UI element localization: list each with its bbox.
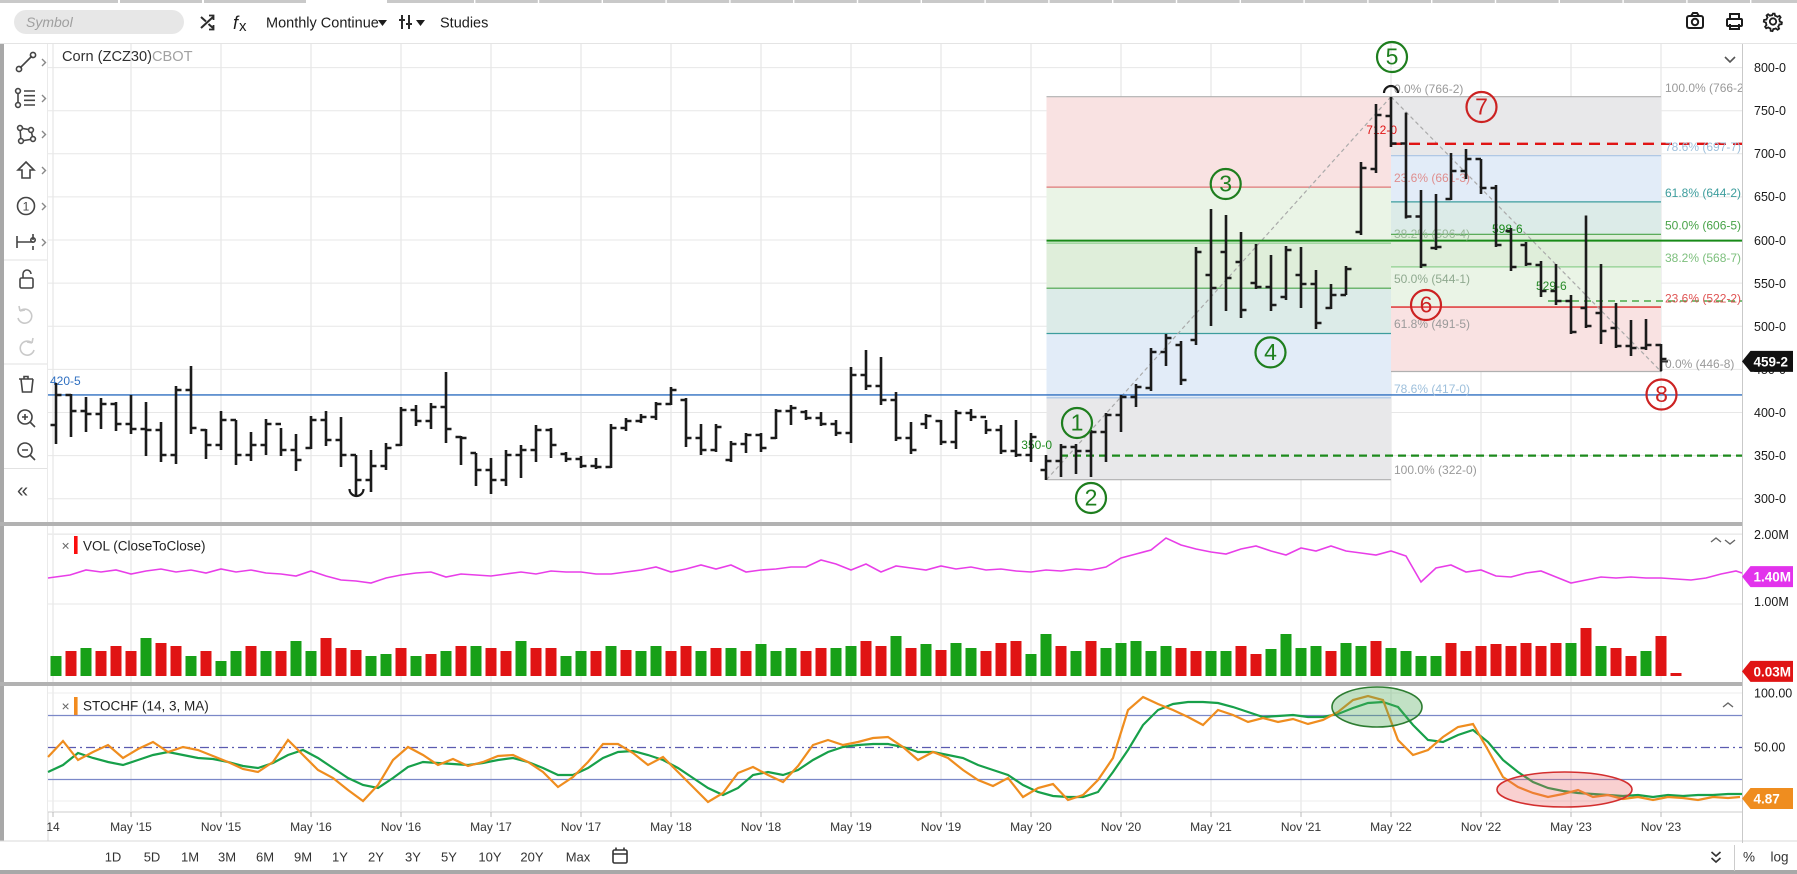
svg-text:Nov '20: Nov '20 bbox=[1101, 820, 1142, 834]
svg-text:700-0: 700-0 bbox=[1754, 147, 1786, 161]
svg-text:50.0% (544-1): 50.0% (544-1) bbox=[1394, 272, 1470, 286]
svg-text:log: log bbox=[1770, 850, 1788, 865]
svg-text:Max: Max bbox=[566, 850, 591, 865]
svg-text:May '16: May '16 bbox=[290, 820, 332, 834]
svg-text:350-0: 350-0 bbox=[1021, 438, 1052, 452]
svg-text:Nov '23: Nov '23 bbox=[1641, 820, 1682, 834]
svg-text:61.8% (491-5): 61.8% (491-5) bbox=[1394, 317, 1470, 331]
svg-text:550-0: 550-0 bbox=[1754, 277, 1786, 291]
svg-text:Monthly Continue: Monthly Continue bbox=[266, 16, 379, 32]
svg-text:Nov '21: Nov '21 bbox=[1281, 820, 1322, 834]
svg-text:%: % bbox=[1743, 850, 1755, 865]
svg-text:Nov '22: Nov '22 bbox=[1461, 820, 1502, 834]
svg-text:712-0: 712-0 bbox=[1366, 123, 1397, 137]
svg-text:May '19: May '19 bbox=[830, 820, 872, 834]
svg-text:9M: 9M bbox=[294, 850, 312, 865]
svg-text:61.8% (644-2): 61.8% (644-2) bbox=[1665, 186, 1741, 200]
svg-text:8: 8 bbox=[1655, 381, 1668, 407]
svg-text:1: 1 bbox=[1071, 410, 1084, 436]
svg-text:1D: 1D bbox=[105, 850, 122, 865]
svg-text:800-0: 800-0 bbox=[1754, 61, 1786, 75]
svg-text:0.0% (766-2): 0.0% (766-2) bbox=[1394, 82, 1463, 96]
svg-text:×: × bbox=[62, 538, 70, 554]
svg-text:5D: 5D bbox=[144, 850, 161, 865]
svg-text:×: × bbox=[62, 698, 70, 714]
svg-text:3: 3 bbox=[1219, 171, 1232, 197]
svg-text:Symbol: Symbol bbox=[26, 14, 74, 30]
svg-text:CBOT: CBOT bbox=[152, 49, 193, 65]
svg-text:6: 6 bbox=[1420, 292, 1433, 318]
svg-text:«: « bbox=[17, 480, 28, 502]
svg-text:750-0: 750-0 bbox=[1754, 104, 1786, 118]
svg-text:Nov '19: Nov '19 bbox=[921, 820, 962, 834]
svg-text:1.40M: 1.40M bbox=[1754, 570, 1792, 585]
svg-text:2: 2 bbox=[1085, 485, 1098, 511]
svg-text:38.2% (596-4): 38.2% (596-4) bbox=[1394, 227, 1470, 241]
svg-text:500-0: 500-0 bbox=[1754, 320, 1786, 334]
svg-text:1M: 1M bbox=[181, 850, 199, 865]
svg-text:May '21: May '21 bbox=[1190, 820, 1232, 834]
svg-text:50.00: 50.00 bbox=[1754, 741, 1785, 755]
svg-text:420-5: 420-5 bbox=[50, 374, 81, 388]
svg-text:4.87: 4.87 bbox=[1754, 792, 1780, 807]
svg-text:38.2% (568-7): 38.2% (568-7) bbox=[1665, 251, 1741, 265]
svg-text:Studies: Studies bbox=[440, 16, 488, 32]
svg-text:STOCHF (14, 3, MA): STOCHF (14, 3, MA) bbox=[83, 699, 209, 714]
svg-text:Nov '17: Nov '17 bbox=[561, 820, 602, 834]
svg-text:78.6% (697-7): 78.6% (697-7) bbox=[1665, 140, 1741, 154]
svg-text:598-6: 598-6 bbox=[1492, 222, 1523, 236]
svg-text:78.6% (417-0): 78.6% (417-0) bbox=[1394, 382, 1470, 396]
svg-text:50.0% (606-5): 50.0% (606-5) bbox=[1665, 219, 1741, 233]
svg-text:4: 4 bbox=[1264, 339, 1277, 365]
svg-text:1.00M: 1.00M bbox=[1754, 595, 1789, 609]
svg-text:2Y: 2Y bbox=[368, 850, 384, 865]
svg-text:300-0: 300-0 bbox=[1754, 492, 1786, 506]
svg-text:Nov '15: Nov '15 bbox=[201, 820, 242, 834]
svg-text:VOL (CloseToClose): VOL (CloseToClose) bbox=[83, 539, 206, 554]
svg-text:Corn (ZCZ30): Corn (ZCZ30) bbox=[62, 49, 152, 65]
svg-text:May '22: May '22 bbox=[1370, 820, 1412, 834]
svg-text:6M: 6M bbox=[256, 850, 274, 865]
svg-text:100.0% (766-2): 100.0% (766-2) bbox=[1665, 81, 1748, 95]
svg-text:0.03M: 0.03M bbox=[1754, 664, 1792, 679]
svg-text:5: 5 bbox=[1386, 44, 1399, 70]
svg-text:650-0: 650-0 bbox=[1754, 190, 1786, 204]
svg-text:1: 1 bbox=[23, 200, 30, 214]
svg-text:400-0: 400-0 bbox=[1754, 406, 1786, 420]
svg-text:2.00M: 2.00M bbox=[1754, 528, 1789, 542]
svg-text:5Y: 5Y bbox=[441, 850, 457, 865]
svg-text:100.0% (322-0): 100.0% (322-0) bbox=[1394, 463, 1477, 477]
svg-text:1Y: 1Y bbox=[332, 850, 348, 865]
svg-text:7: 7 bbox=[1475, 94, 1488, 120]
svg-text:x: x bbox=[239, 18, 247, 35]
svg-text:May '18: May '18 bbox=[650, 820, 692, 834]
svg-text:Nov '18: Nov '18 bbox=[741, 820, 782, 834]
svg-text:10Y: 10Y bbox=[478, 850, 501, 865]
svg-text:100.00: 100.00 bbox=[1754, 687, 1792, 701]
svg-text:23.6% (522-2): 23.6% (522-2) bbox=[1665, 292, 1741, 306]
svg-text:May '17: May '17 bbox=[470, 820, 512, 834]
svg-text:Nov '16: Nov '16 bbox=[381, 820, 422, 834]
svg-text:350-0: 350-0 bbox=[1754, 449, 1786, 463]
svg-text:600-0: 600-0 bbox=[1754, 234, 1786, 248]
svg-text:May '15: May '15 bbox=[110, 820, 152, 834]
svg-text:3Y: 3Y bbox=[405, 850, 421, 865]
svg-text:529-6: 529-6 bbox=[1536, 279, 1567, 293]
svg-text:20Y: 20Y bbox=[520, 850, 543, 865]
svg-text:May '20: May '20 bbox=[1010, 820, 1052, 834]
svg-text:0.0% (446-8): 0.0% (446-8) bbox=[1665, 357, 1734, 371]
svg-text:3M: 3M bbox=[218, 850, 236, 865]
svg-text:f: f bbox=[233, 13, 240, 33]
svg-text:May '23: May '23 bbox=[1550, 820, 1592, 834]
svg-text:14: 14 bbox=[46, 820, 60, 834]
svg-text:459-2: 459-2 bbox=[1754, 354, 1789, 369]
